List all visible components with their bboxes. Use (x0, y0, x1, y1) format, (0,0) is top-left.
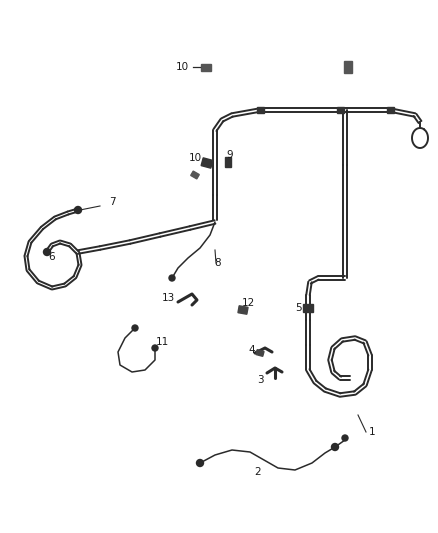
Bar (303, 304, 313, 312)
Text: 2: 2 (254, 467, 261, 477)
Bar (201, 158, 213, 168)
Circle shape (74, 206, 81, 214)
Text: 6: 6 (49, 252, 55, 262)
Bar (257, 107, 264, 113)
Bar (256, 350, 264, 357)
Text: 7: 7 (109, 197, 115, 207)
Text: 10: 10 (176, 62, 189, 72)
Text: 3: 3 (257, 375, 263, 385)
Text: 11: 11 (155, 337, 169, 347)
Text: 5: 5 (296, 303, 302, 313)
Circle shape (332, 443, 339, 450)
Bar (238, 306, 248, 314)
Circle shape (152, 345, 158, 351)
Text: 1: 1 (369, 427, 375, 437)
Text: 8: 8 (215, 258, 221, 268)
Circle shape (342, 435, 348, 441)
Text: 9: 9 (227, 150, 233, 160)
Bar (344, 61, 352, 73)
Circle shape (169, 275, 175, 281)
Text: 4: 4 (249, 345, 255, 355)
Bar (201, 63, 211, 70)
Text: 10: 10 (188, 153, 201, 163)
Text: 12: 12 (241, 298, 254, 308)
Circle shape (132, 325, 138, 331)
Bar (191, 171, 199, 179)
Circle shape (197, 459, 204, 466)
Bar (336, 107, 343, 113)
Text: 13: 13 (161, 293, 175, 303)
Bar (225, 157, 231, 167)
Circle shape (43, 248, 50, 255)
Bar (386, 107, 393, 113)
